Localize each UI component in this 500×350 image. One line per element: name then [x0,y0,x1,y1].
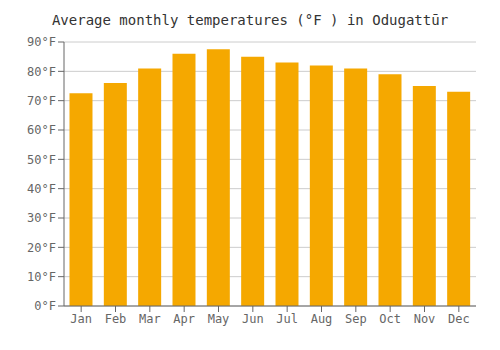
svg-text:80°F: 80°F [27,65,56,79]
svg-text:10°F: 10°F [27,270,56,284]
svg-text:30°F: 30°F [27,211,56,225]
svg-text:50°F: 50°F [27,153,56,167]
svg-text:Mar: Mar [139,312,161,326]
svg-text:60°F: 60°F [27,123,56,137]
svg-text:May: May [208,312,230,326]
svg-text:0°F: 0°F [34,299,56,313]
svg-text:Dec: Dec [448,312,470,326]
svg-text:Aug: Aug [311,312,333,326]
svg-text:Jan: Jan [70,312,92,326]
svg-text:Feb: Feb [105,312,127,326]
svg-text:Apr: Apr [173,312,195,326]
svg-text:Oct: Oct [379,312,401,326]
svg-text:Sep: Sep [345,312,367,326]
svg-text:20°F: 20°F [27,241,56,255]
svg-text:70°F: 70°F [27,94,56,108]
svg-text:Jul: Jul [276,312,298,326]
html-text:Average monthly temperatures (: Average monthly temperatures (°F ) in Od… [51,12,449,28]
svg-text:90°F: 90°F [27,35,56,49]
svg-text:40°F: 40°F [27,182,56,196]
svg-text:Jun: Jun [242,312,264,326]
svg-text:Nov: Nov [414,312,436,326]
